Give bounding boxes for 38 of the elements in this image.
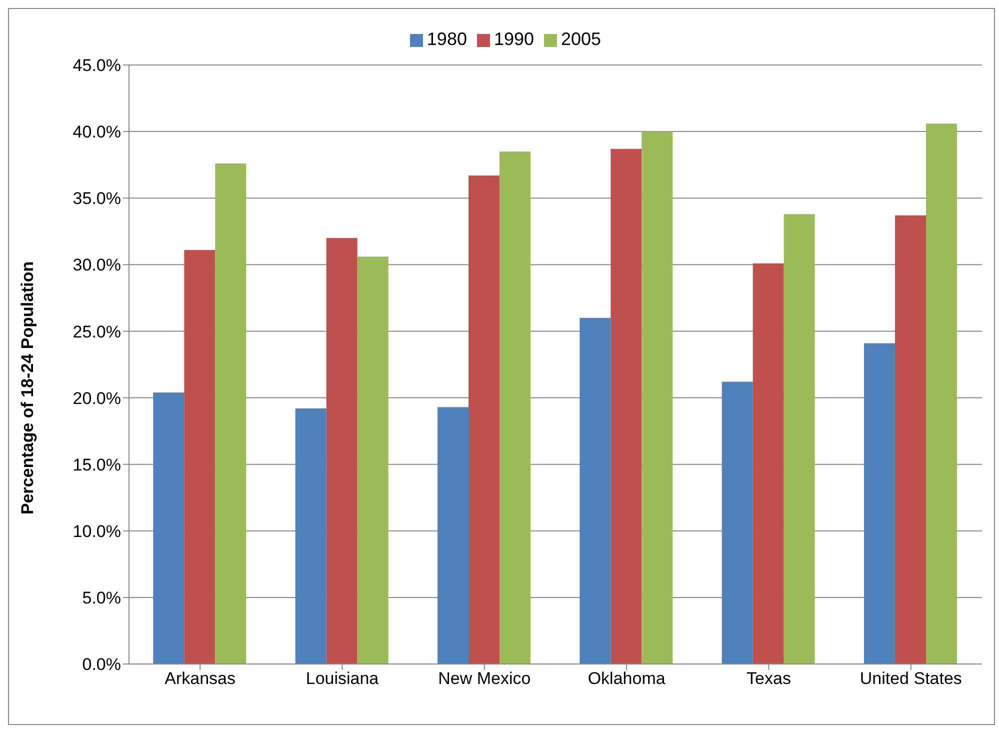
x-tick-label: Oklahoma [588, 669, 666, 688]
bar [784, 214, 815, 664]
y-tick-label: 35.0% [72, 189, 121, 208]
y-tick-label: 15.0% [72, 455, 121, 474]
legend-label: 1980 [426, 29, 467, 49]
y-axis-title: Percentage of 18-24 Population [18, 261, 38, 514]
legend-label: 1990 [494, 29, 534, 49]
legend-label: 2005 [561, 29, 602, 49]
bar [752, 263, 784, 664]
bar [295, 408, 326, 664]
x-tick-label: Texas [746, 669, 791, 688]
y-tick-label: 30.0% [72, 256, 121, 275]
bar [153, 392, 184, 664]
bar [642, 132, 673, 664]
bar [895, 215, 926, 664]
bar [926, 124, 957, 664]
bar [580, 318, 611, 664]
bar [215, 164, 246, 664]
bar [500, 152, 530, 664]
bar [722, 382, 753, 664]
x-tick-label: Louisiana [306, 669, 380, 688]
x-tick-label: New Mexico [438, 669, 531, 688]
y-tick-label: 40.0% [72, 122, 121, 142]
bar [864, 343, 895, 664]
bar [468, 175, 500, 664]
y-tick-label: 5.0% [82, 588, 121, 608]
bar [438, 407, 468, 664]
bar [184, 250, 216, 664]
y-tick-label: 10.0% [72, 522, 121, 541]
x-tick-label: United States [860, 669, 962, 688]
bar [326, 238, 358, 664]
y-tick-label: 20.0% [72, 388, 121, 408]
y-tick-label: 0.0% [82, 655, 121, 674]
y-tick-label: 25.0% [72, 322, 121, 342]
bar [357, 256, 388, 664]
bar [610, 148, 642, 664]
x-tick-label: Arkansas [164, 669, 236, 688]
y-tick-label: 45.0% [72, 56, 121, 76]
